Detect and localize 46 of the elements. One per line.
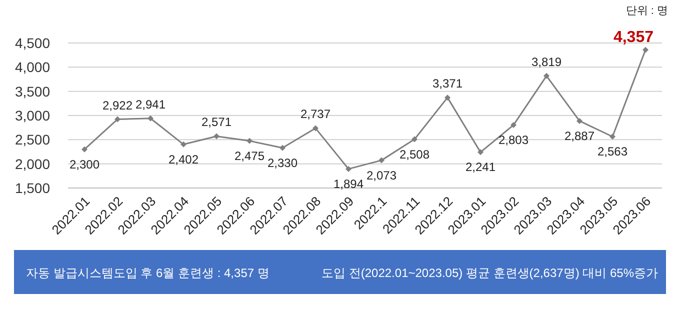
data-label: 3,371	[432, 76, 463, 91]
data-label: 2,300	[69, 157, 100, 172]
point	[280, 144, 286, 151]
point	[478, 149, 484, 156]
point	[510, 122, 516, 128]
point	[114, 116, 120, 122]
point	[148, 115, 154, 122]
data-label: 2,563	[597, 144, 628, 159]
data-label: 2,475	[234, 148, 265, 163]
data-label: 1,894	[333, 176, 364, 191]
point	[544, 72, 550, 79]
data-label: 2,402	[168, 152, 199, 166]
text: 도입 전(2022.01~2023.05) 평균 훈련생(2,637명) 대비 65%증가	[322, 266, 658, 280]
point	[346, 166, 352, 172]
y-tick-label: 2,000	[14, 156, 50, 172]
data-label: 2,922	[102, 98, 133, 112]
data-label: 2,508	[399, 147, 430, 162]
y-tick-label: 4,500	[14, 35, 50, 51]
text: 자동 발급시스템도입 후 6월 훈련생 : 4,357 명	[26, 266, 270, 280]
point	[246, 138, 252, 144]
data-label: 2,330	[267, 156, 298, 170]
data-label: 2,941	[135, 97, 166, 112]
point	[180, 141, 186, 148]
data-label: 2,073	[366, 168, 397, 182]
data-label: 2,571	[201, 115, 232, 130]
point	[576, 118, 582, 124]
text: 단위 : 명	[626, 5, 668, 17]
data-label: 2,241	[465, 160, 496, 174]
point	[378, 157, 384, 164]
data-label: 2,803	[498, 133, 529, 148]
y-tick-label: 3,000	[14, 108, 50, 124]
y-tick-label: 1,500	[14, 180, 50, 196]
y-tick-label: 2,500	[14, 132, 50, 148]
point	[312, 125, 318, 132]
data-label: 2,887	[564, 128, 595, 143]
point	[444, 94, 450, 101]
point	[642, 46, 648, 53]
point	[412, 136, 418, 142]
point	[82, 146, 88, 152]
y-tick-label: 3,500	[14, 83, 50, 100]
point	[610, 134, 616, 140]
data-label: 4,357	[613, 28, 654, 46]
point	[214, 133, 220, 140]
data-label: 3,819	[531, 54, 562, 69]
y-tick-label: 4,000	[14, 59, 50, 76]
data-label: 2,737	[300, 107, 331, 122]
